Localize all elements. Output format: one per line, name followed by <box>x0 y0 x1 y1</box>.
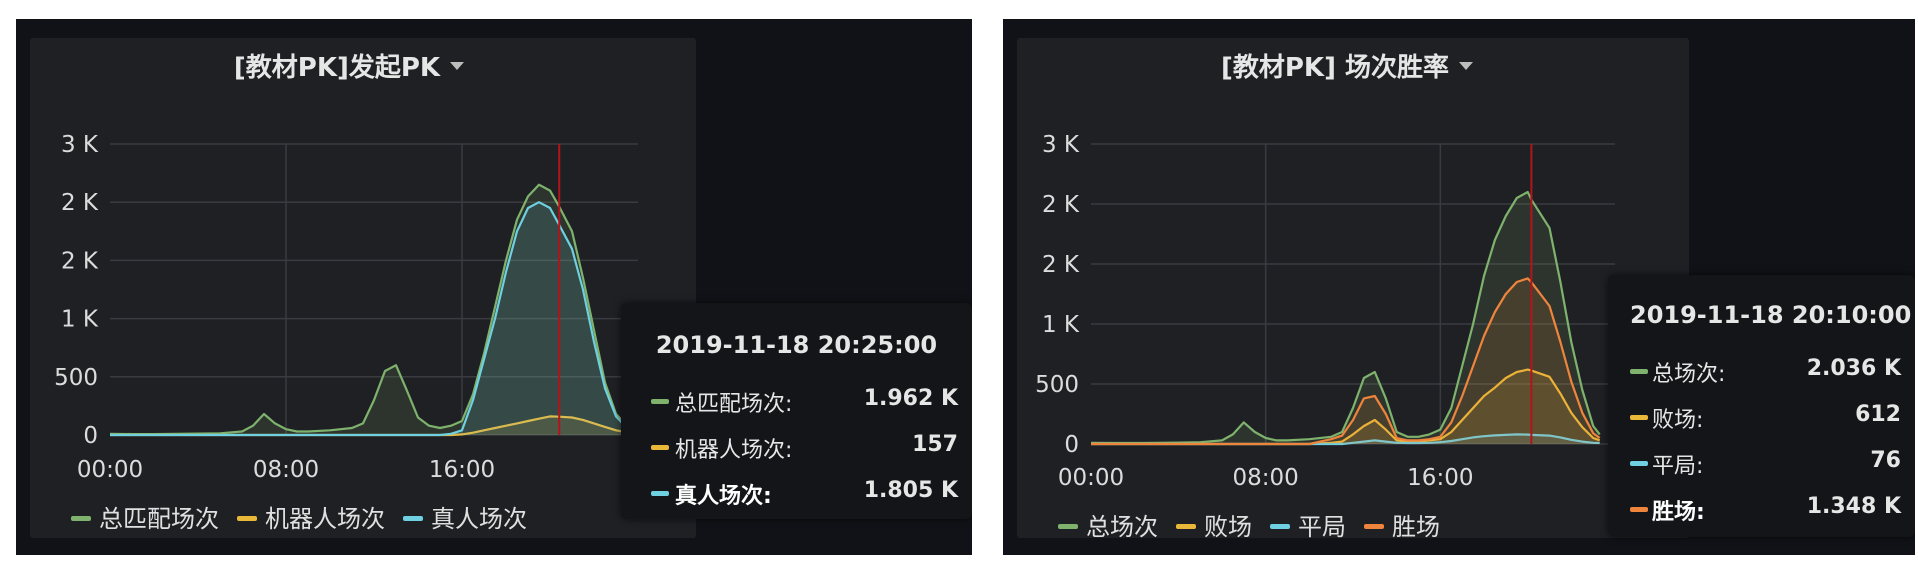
legend-swatch-icon <box>1058 523 1078 529</box>
tooltip-series-value: 2.036 K <box>1806 356 1901 381</box>
series-swatch-icon <box>651 399 669 404</box>
y-tick-label: 3 K <box>1042 132 1080 158</box>
tooltip-series-name: 总匹配场次: <box>675 392 793 417</box>
series-area-总场次 <box>1091 192 1600 444</box>
tooltip-left: 2019-11-18 20:25:00 总匹配场次: 1.962 K 机器人场次: 1… <box>621 303 972 519</box>
series-swatch-icon <box>651 445 669 450</box>
x-tick-label: 08:00 <box>253 457 319 483</box>
series-area-败场 <box>1091 369 1600 444</box>
legend-item[interactable]: 平局 <box>1270 507 1346 542</box>
series-line-总匹配场次 <box>109 183 624 436</box>
tooltip-series-value: 1.805 K <box>863 478 958 503</box>
dropdown-caret-icon[interactable] <box>450 61 465 70</box>
legend-swatch-icon <box>237 515 257 521</box>
panel-left-title[interactable]: [教材PK]发起PK <box>16 47 682 84</box>
series-area-真人场次 <box>110 202 623 435</box>
tooltip-series-value: 612 <box>1855 402 1901 427</box>
legend-swatch-icon <box>1364 523 1384 529</box>
series-swatch-icon <box>651 491 669 496</box>
legend-swatch-icon <box>1176 523 1196 529</box>
tooltip-series-name: 真人场次: <box>675 484 772 509</box>
y-tick-label: 1 K <box>61 307 99 333</box>
legend-swatch-icon <box>71 515 91 521</box>
tooltip-right-time: 2019-11-18 20:10:00 <box>1630 301 1912 329</box>
tooltip-series-value: 157 <box>912 432 958 457</box>
legend-item[interactable]: 总场次 <box>1058 507 1158 542</box>
legend-right: 总场次 败场 平局 胜场 <box>1058 507 1458 542</box>
tooltip-series-value: 1.348 K <box>1806 494 1901 519</box>
legend-label: 真人场次 <box>431 505 527 533</box>
series-swatch-icon <box>1630 507 1648 512</box>
y-tick-label: 2 K <box>1042 252 1080 278</box>
legend-label: 机器人场次 <box>265 505 385 533</box>
y-tick-label: 0 <box>1064 432 1079 458</box>
y-tick-label: 1 K <box>1042 312 1080 338</box>
tooltip-row: 总匹配场次: 1.962 K <box>621 379 972 425</box>
legend-label: 平局 <box>1298 513 1346 541</box>
panel-left-title-text[interactable]: [教材PK]发起PK <box>233 53 441 83</box>
chart-left[interactable]: 0 500 1 K 2 K 2 K 3 K 00:00 08:00 16:00 <box>16 19 972 555</box>
panel-right: [教材PK] 场次胜率 0 500 1 K 2 K 2 K 3 K 00:00 08:00 16… <box>1003 19 1915 555</box>
chart-right[interactable]: 0 500 1 K 2 K 2 K 3 K 00:00 08:00 16:00 <box>1003 19 1915 555</box>
legend-item[interactable]: 胜场 <box>1364 507 1440 542</box>
x-tick-label: 16:00 <box>429 457 495 483</box>
tooltip-series-name: 败场: <box>1652 408 1704 433</box>
tooltip-right: 2019-11-18 20:10:00 总场次: 2.036 K 败场: 612 平局:… <box>1608 275 1915 537</box>
x-tick-label: 08:00 <box>1233 465 1299 491</box>
tooltip-right-rows: 总场次: 2.036 K 败场: 612 平局: 76 胜场: 1.348 K <box>1608 349 1915 533</box>
legend-item[interactable]: 机器人场次 <box>237 499 385 534</box>
x-tick-label: 16:00 <box>1407 465 1473 491</box>
legend-label: 总场次 <box>1086 513 1158 541</box>
legend-label: 总匹配场次 <box>99 505 219 533</box>
series-line-胜场 <box>1091 277 1601 446</box>
tooltip-series-value: 76 <box>1870 448 1901 473</box>
dropdown-caret-icon[interactable] <box>1459 61 1474 70</box>
tooltip-left-time: 2019-11-18 20:25:00 <box>655 331 938 359</box>
series-area-机器人场次 <box>110 416 623 435</box>
panel-left: [教材PK]发起PK 0 500 1 K 2 K 2 K 3 K 00:00 08:00 16:… <box>16 19 972 555</box>
y-tick-label: 2 K <box>61 248 99 274</box>
legend-swatch-icon <box>403 515 423 521</box>
legend-label: 败场 <box>1204 513 1252 541</box>
legend-label: 胜场 <box>1392 513 1440 541</box>
series-line-总场次 <box>1090 190 1601 445</box>
tooltip-row: 胜场: 1.348 K <box>1608 487 1915 533</box>
x-tick-label: 00:00 <box>77 457 143 483</box>
tooltip-series-name: 总场次: <box>1652 362 1726 387</box>
series-area-平局 <box>1091 434 1600 444</box>
series-swatch-icon <box>1630 415 1648 420</box>
tooltip-series-name: 机器人场次: <box>675 438 793 463</box>
tooltip-series-name: 胜场: <box>1652 500 1705 525</box>
y-tick-label: 2 K <box>1042 192 1080 218</box>
legend-left: 总匹配场次 机器人场次 真人场次 <box>71 499 545 534</box>
tooltip-series-name: 平局: <box>1652 454 1704 479</box>
tooltip-left-rows: 总匹配场次: 1.962 K 机器人场次: 157 真人场次: 1.805 K <box>621 379 972 517</box>
series-line-真人场次 <box>110 201 624 437</box>
tooltip-row: 败场: 612 <box>1608 395 1915 441</box>
legend-item[interactable]: 总匹配场次 <box>71 499 219 534</box>
legend-item[interactable]: 败场 <box>1176 507 1252 542</box>
y-tick-label: 2 K <box>61 190 99 216</box>
tooltip-row: 平局: 76 <box>1608 441 1915 487</box>
series-swatch-icon <box>1630 369 1648 374</box>
y-tick-label: 0 <box>83 423 98 449</box>
tooltip-row: 真人场次: 1.805 K <box>621 471 972 517</box>
tooltip-series-value: 1.962 K <box>863 386 958 411</box>
panel-right-background <box>1017 38 1689 538</box>
series-area-胜场 <box>1091 278 1600 444</box>
panel-right-title[interactable]: [教材PK] 场次胜率 <box>1003 47 1691 84</box>
legend-item[interactable]: 真人场次 <box>403 499 527 534</box>
series-area-总匹配场次 <box>110 184 623 435</box>
legend-swatch-icon <box>1270 523 1290 529</box>
tooltip-row: 总场次: 2.036 K <box>1608 349 1915 395</box>
y-tick-label: 500 <box>54 365 98 391</box>
tooltip-row: 机器人场次: 157 <box>621 425 972 471</box>
y-tick-label: 500 <box>1035 372 1079 398</box>
series-swatch-icon <box>1630 461 1648 466</box>
x-tick-label: 00:00 <box>1058 465 1124 491</box>
panel-right-title-text[interactable]: [教材PK] 场次胜率 <box>1220 53 1450 83</box>
y-tick-label: 3 K <box>61 132 99 158</box>
